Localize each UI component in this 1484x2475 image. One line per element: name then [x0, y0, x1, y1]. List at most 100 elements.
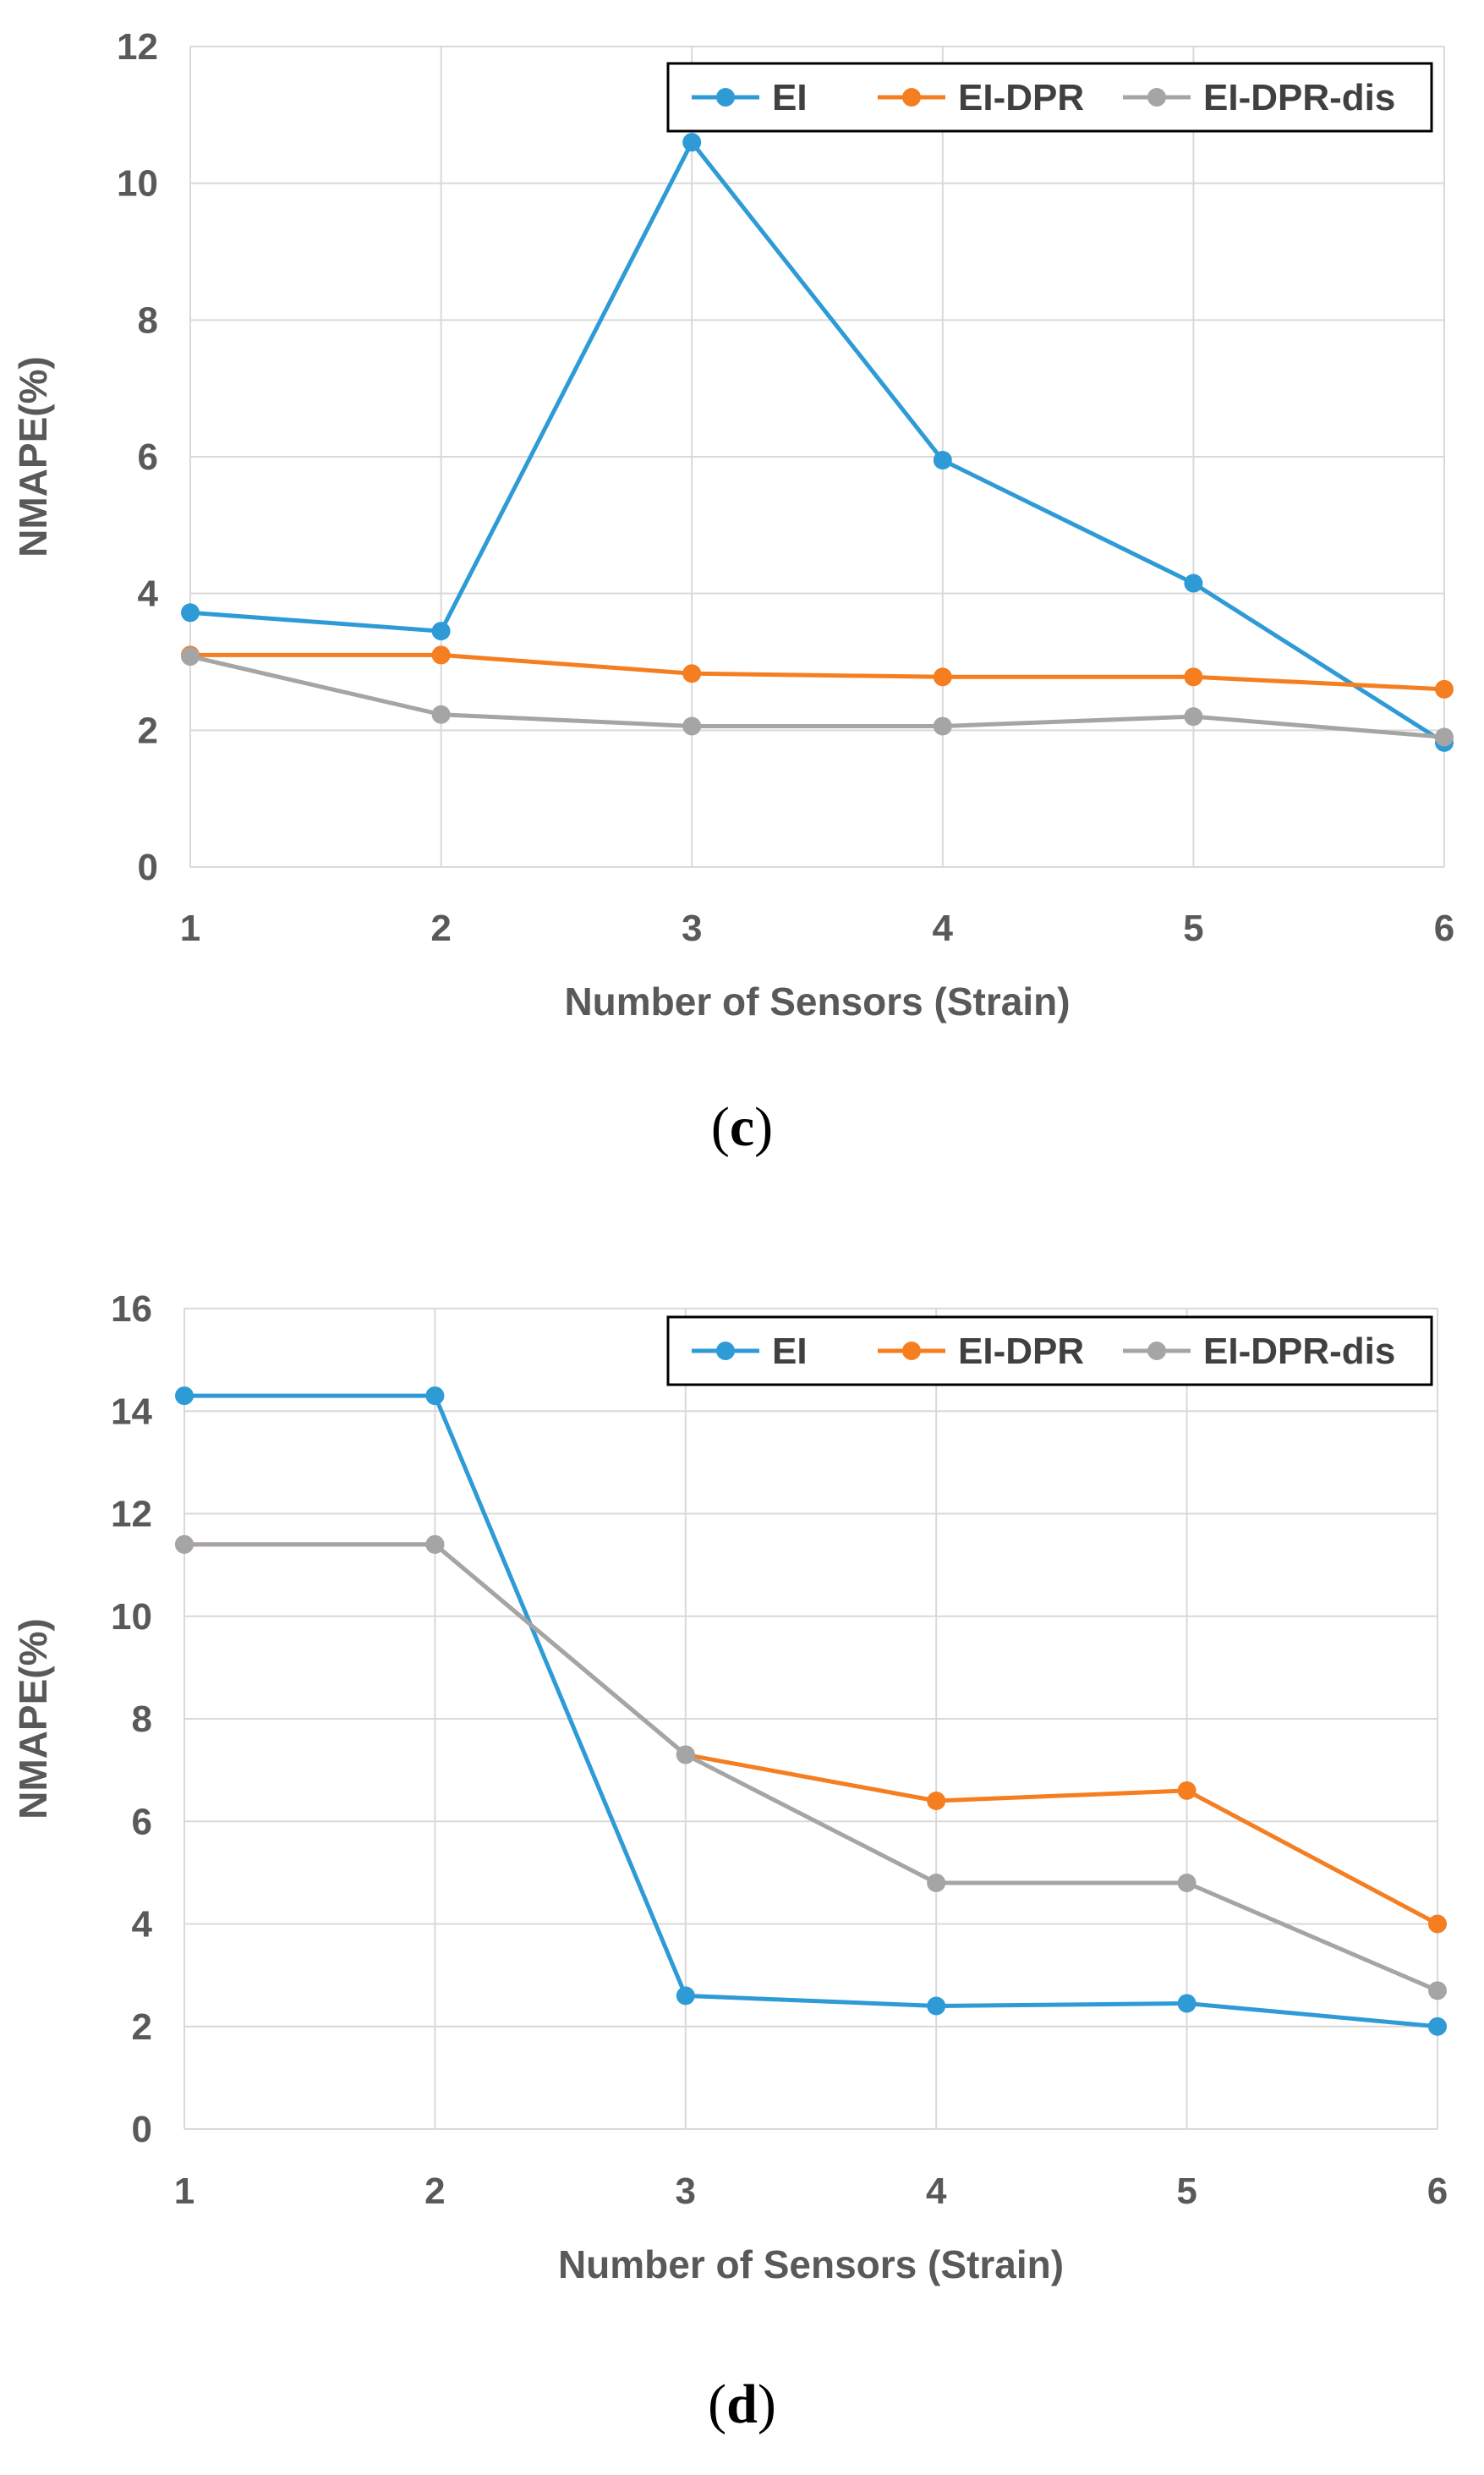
- data-point: [682, 133, 702, 152]
- x-tick-label: 1: [180, 908, 200, 949]
- data-point: [927, 1792, 946, 1810]
- data-point: [1428, 2017, 1447, 2036]
- series-ei: [175, 1386, 1447, 2036]
- x-axis-title: Number of Sensors (Strain): [558, 2242, 1064, 2286]
- x-tick-label: 4: [933, 908, 954, 949]
- legend-swatch-marker: [902, 1342, 921, 1360]
- y-axis-title: NMAPE(%): [11, 1618, 55, 1819]
- data-point: [1435, 679, 1454, 699]
- data-point: [682, 664, 702, 683]
- legend-swatch-marker: [1147, 1342, 1166, 1360]
- data-point: [1177, 1994, 1197, 2013]
- series-line: [184, 1542, 1439, 1926]
- x-tick-labels: 1 2 3 4 5 6: [180, 908, 1454, 949]
- y-tick-label: 10: [111, 1596, 152, 1638]
- y-tick-labels: 0 2 4 6 8 10 12: [117, 26, 158, 888]
- legend-swatch-marker: [902, 88, 921, 107]
- series-line: [184, 1542, 1438, 1993]
- data-point: [431, 622, 451, 641]
- gridlines: [183, 1308, 1438, 2130]
- x-tick-label: 6: [1427, 2170, 1448, 2212]
- legend-item-ei-dpr-dis: EI-DPR-dis: [1123, 77, 1395, 118]
- legend-label: EI-DPR: [958, 1331, 1084, 1372]
- data-point: [1435, 727, 1454, 747]
- legend-swatch-marker: [716, 88, 735, 107]
- series-ei-dpr: [175, 1534, 1447, 1934]
- x-tick-label: 5: [1176, 2170, 1197, 2212]
- data-point: [933, 451, 952, 470]
- data-point: [175, 1534, 194, 1554]
- y-tick-label: 2: [132, 2006, 152, 2048]
- y-axis-title: NMAPE(%): [11, 356, 55, 557]
- data-point: [1184, 573, 1203, 593]
- series-ei-dpr-dis: [181, 647, 1454, 747]
- data-point: [175, 1386, 194, 1406]
- x-tick-label: 5: [1183, 908, 1203, 949]
- data-point: [933, 667, 952, 687]
- legend-label: EI: [772, 1331, 808, 1372]
- x-tick-label: 3: [682, 908, 702, 949]
- y-tick-label: 14: [111, 1391, 152, 1432]
- x-axis-title: Number of Sensors (Strain): [564, 980, 1070, 1023]
- data-point: [1184, 707, 1203, 727]
- legend-box: [666, 1315, 1433, 1386]
- series-line: [189, 140, 1446, 744]
- data-point: [1184, 667, 1203, 687]
- y-tick-label: 4: [138, 573, 159, 615]
- x-tick-label: 3: [676, 2170, 696, 2212]
- data-point: [181, 647, 200, 667]
- data-point: [933, 716, 952, 736]
- y-tick-label: 6: [132, 1801, 152, 1842]
- series-line: [189, 654, 1445, 739]
- gridlines: [189, 46, 1445, 868]
- data-point: [676, 1986, 695, 2006]
- series-ei-dpr-dis: [175, 1534, 1447, 2000]
- legend-label: EI: [772, 77, 808, 118]
- series-line: [190, 652, 1445, 692]
- y-tick-label: 2: [138, 710, 158, 751]
- data-point: [676, 1745, 695, 1764]
- legend-item-ei-dpr: EI-DPR: [878, 1331, 1084, 1372]
- panel-caption-c: (c): [710, 1096, 774, 1158]
- legend-item-ei: EI: [692, 77, 808, 118]
- legend-swatch-marker: [1147, 88, 1166, 107]
- legend-label: EI-DPR-dis: [1203, 77, 1395, 118]
- y-tick-labels: 0 2 4 6 8 10 12 14 16: [111, 1288, 152, 2150]
- legend: EI EI-DPR EI-DPR-dis: [666, 1315, 1433, 1386]
- y-tick-label: 6: [138, 436, 158, 478]
- data-point: [181, 603, 200, 623]
- series-ei-dpr: [181, 645, 1454, 699]
- legend-box: [666, 62, 1433, 133]
- y-tick-label: 0: [132, 2109, 152, 2150]
- legend-item-ei-dpr-dis: EI-DPR-dis: [1123, 1331, 1395, 1372]
- legend: EI EI-DPR EI-DPR-dis: [666, 62, 1433, 133]
- data-point: [682, 716, 702, 736]
- y-tick-label: 8: [138, 299, 158, 341]
- y-tick-label: 8: [132, 1698, 152, 1740]
- x-tick-label: 2: [424, 2170, 445, 2212]
- legend-label: EI-DPR-dis: [1203, 1331, 1395, 1372]
- legend-label: EI-DPR: [958, 77, 1084, 118]
- panel-letter-c: c: [729, 1096, 755, 1158]
- data-point: [1177, 1781, 1197, 1800]
- data-point: [425, 1534, 445, 1554]
- y-tick-label: 16: [111, 1288, 152, 1330]
- data-point: [431, 645, 451, 665]
- legend-swatch-marker: [716, 1342, 735, 1360]
- panel-letter-d: d: [726, 2373, 758, 2435]
- x-tick-labels: 1 2 3 4 5 6: [174, 2170, 1448, 2212]
- series-line: [184, 1393, 1438, 2029]
- data-point: [1177, 1874, 1197, 1892]
- y-tick-label: 12: [111, 1494, 152, 1535]
- x-tick-label: 6: [1434, 908, 1454, 949]
- data-point: [1428, 1914, 1447, 1934]
- data-point: [431, 705, 451, 724]
- series-ei: [181, 133, 1454, 752]
- y-tick-label: 12: [117, 26, 158, 68]
- x-tick-label: 1: [174, 2170, 194, 2212]
- data-point: [1428, 1981, 1447, 2000]
- panel-caption-d: (d): [708, 2373, 776, 2435]
